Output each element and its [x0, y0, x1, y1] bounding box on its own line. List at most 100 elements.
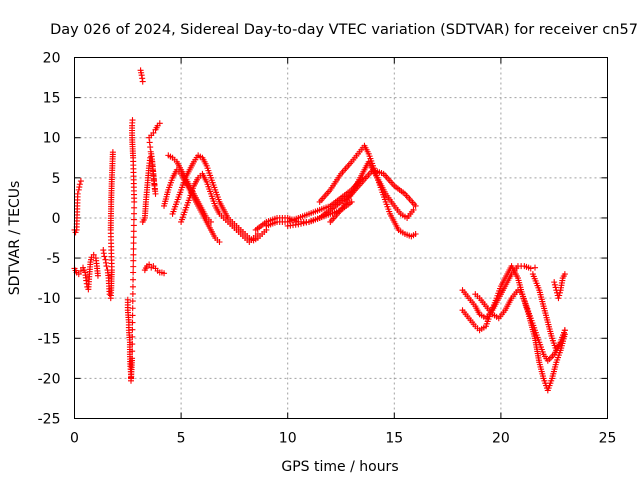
- y-tick-label: 5: [52, 171, 61, 187]
- data-point: [555, 295, 562, 302]
- data-point: [551, 279, 558, 286]
- x-tick-label: 5: [177, 431, 186, 447]
- data-point: [77, 267, 84, 274]
- y-tick-label: 10: [43, 131, 61, 147]
- data-point: [552, 284, 559, 291]
- axis-ticks: 0 5 10 15 20 25 -25 -20 -15 -10 -5 0 5 10 15 20: [38, 51, 617, 447]
- data-point: [412, 230, 419, 237]
- plot-frame: [74, 57, 608, 419]
- data-series: [141, 261, 168, 277]
- data-point: [129, 305, 136, 312]
- data-point: [109, 149, 116, 156]
- data-point: [129, 312, 136, 319]
- chart-title: Day 026 of 2024, Sidereal Day-to-day VTE…: [50, 22, 638, 38]
- data-point: [129, 290, 136, 297]
- data-point: [101, 253, 108, 260]
- data-point: [130, 276, 137, 283]
- data-point: [130, 222, 137, 229]
- x-axis-label: GPS time / hours: [281, 459, 398, 475]
- data-point: [532, 264, 539, 271]
- data-point: [75, 271, 82, 278]
- y-tick-label: -15: [38, 331, 61, 347]
- x-tick-label: 0: [70, 431, 79, 447]
- data-point: [300, 220, 307, 227]
- data-point: [139, 78, 146, 85]
- data-point: [94, 272, 101, 279]
- data-point: [77, 178, 84, 185]
- y-tick-label: -5: [47, 251, 61, 267]
- data-series: [169, 152, 270, 244]
- data-point: [131, 204, 138, 211]
- data-point: [130, 234, 137, 241]
- y-tick-label: -20: [38, 371, 61, 387]
- data-point: [161, 270, 168, 277]
- data-point: [130, 263, 137, 270]
- data-point: [90, 251, 97, 258]
- data-point: [130, 245, 137, 252]
- data-point: [129, 283, 136, 290]
- data-point: [130, 269, 137, 276]
- data-point: [254, 230, 261, 237]
- data-point: [150, 129, 157, 136]
- data-series: [124, 117, 138, 384]
- data-point: [129, 326, 136, 333]
- data-point: [295, 221, 302, 228]
- data-point: [129, 355, 136, 362]
- data-point: [298, 220, 305, 227]
- data-points: [71, 67, 568, 394]
- data-point: [412, 202, 419, 209]
- data-point: [561, 327, 568, 334]
- data-series: [327, 158, 417, 225]
- data-point: [129, 319, 136, 326]
- data-series: [529, 271, 568, 354]
- data-point: [130, 251, 137, 258]
- data-point: [207, 218, 214, 225]
- y-axis-label: SDTVAR / TECUs: [7, 181, 23, 296]
- data-point: [76, 181, 83, 188]
- data-series: [551, 271, 568, 302]
- data-point: [74, 190, 81, 197]
- data-point: [556, 289, 563, 296]
- data-point: [129, 341, 136, 348]
- data-point: [103, 263, 110, 270]
- data-point: [129, 117, 136, 124]
- data-point: [130, 216, 137, 223]
- data-point: [131, 210, 138, 217]
- data-point: [130, 240, 137, 247]
- y-tick-label: 15: [43, 91, 61, 107]
- data-point: [561, 271, 568, 278]
- y-tick-label: 20: [43, 51, 61, 67]
- data-point: [551, 281, 558, 288]
- data-point: [156, 120, 163, 127]
- x-tick-label: 20: [492, 431, 510, 447]
- data-series: [459, 263, 568, 394]
- data-point: [129, 298, 136, 305]
- data-series: [71, 251, 101, 293]
- data-point: [146, 261, 153, 268]
- data-series: [178, 170, 261, 246]
- data-series: [71, 178, 84, 236]
- y-tick-label: 0: [52, 211, 61, 227]
- x-tick-label: 10: [279, 431, 297, 447]
- grid-lines: [74, 57, 608, 419]
- data-point: [556, 292, 563, 299]
- data-series: [137, 67, 146, 85]
- data-point: [303, 219, 310, 226]
- data-point: [348, 198, 355, 205]
- data-series: [139, 120, 163, 225]
- y-tick-label: -25: [38, 412, 61, 428]
- x-tick-label: 15: [385, 431, 403, 447]
- data-series: [316, 142, 419, 240]
- data-point: [130, 257, 137, 264]
- data-point: [527, 265, 534, 272]
- x-tick-label: 25: [599, 431, 617, 447]
- data-series: [100, 149, 116, 302]
- data-point: [129, 348, 136, 355]
- data-point: [216, 239, 223, 246]
- data-point: [129, 333, 136, 340]
- data-point: [410, 206, 417, 213]
- data-point: [106, 291, 113, 298]
- data-point: [130, 228, 137, 235]
- y-tick-label: -10: [38, 291, 61, 307]
